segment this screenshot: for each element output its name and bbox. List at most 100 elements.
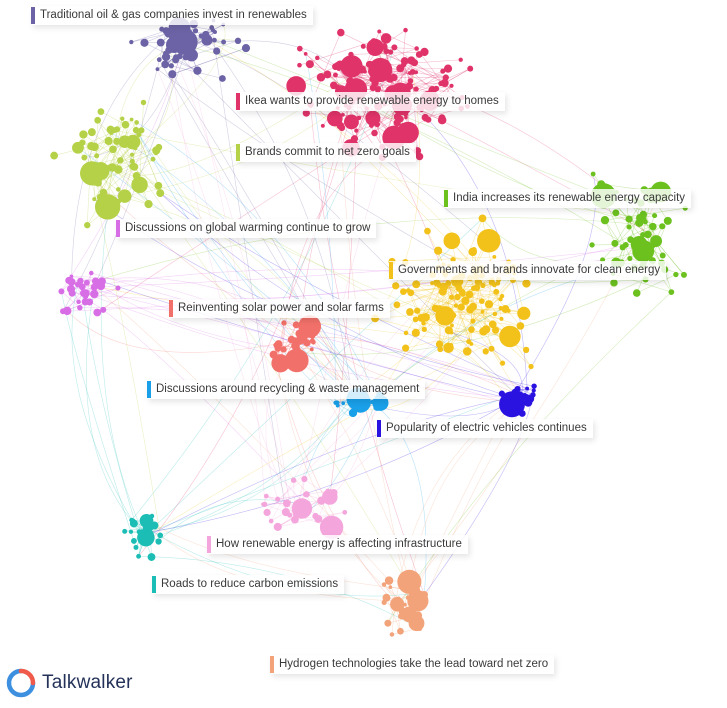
network-node[interactable] [491,326,500,334]
network-node[interactable] [384,576,394,585]
network-node[interactable] [365,110,381,126]
network-node[interactable] [292,321,300,329]
network-node[interactable] [132,126,140,134]
network-node[interactable] [58,288,65,295]
network-node[interactable] [212,37,217,43]
network-node[interactable] [369,75,376,83]
network-node[interactable] [449,83,454,88]
network-node[interactable] [393,301,401,309]
network-node[interactable] [155,538,162,545]
network-node[interactable] [241,44,251,53]
network-node[interactable] [450,257,456,263]
network-node[interactable] [410,59,419,67]
network-node[interactable] [88,270,94,276]
network-node[interactable] [590,171,596,177]
network-node[interactable] [128,529,134,534]
network-node[interactable] [62,306,72,316]
network-node[interactable] [404,115,408,120]
network-node[interactable] [458,288,466,296]
network-node[interactable] [369,110,374,115]
network-node[interactable] [116,198,122,204]
network-node[interactable] [263,493,269,499]
network-node[interactable] [106,125,115,134]
network-node[interactable] [371,129,378,137]
network-node[interactable] [363,69,367,74]
network-node[interactable] [470,318,476,324]
network-node[interactable] [140,99,147,106]
network-node[interactable] [335,403,340,408]
network-node[interactable] [420,591,428,599]
network-node[interactable] [498,306,503,311]
network-node[interactable] [424,227,431,235]
network-node[interactable] [290,477,297,483]
network-node[interactable] [443,64,453,73]
network-node[interactable] [397,627,404,635]
network-node[interactable] [115,187,121,192]
network-node[interactable] [491,282,498,288]
network-node[interactable] [403,602,407,607]
network-node[interactable] [287,500,291,505]
network-node[interactable] [381,582,387,587]
network-node[interactable] [263,508,271,517]
network-node[interactable] [435,306,455,326]
talkwalker-brand[interactable]: Talkwalker [6,668,133,698]
network-node[interactable] [643,230,652,239]
network-node[interactable] [192,28,199,34]
network-node[interactable] [402,344,410,352]
network-node[interactable] [414,307,421,314]
network-node[interactable] [406,308,414,316]
network-node[interactable] [81,289,90,298]
network-node[interactable] [478,298,485,305]
network-node[interactable] [136,132,142,138]
network-node[interactable] [281,508,290,517]
network-node[interactable] [164,29,173,38]
network-node[interactable] [91,277,100,285]
network-node[interactable] [323,70,332,79]
network-node[interactable] [381,64,388,71]
network-node[interactable] [157,532,164,539]
network-node[interactable] [94,179,100,186]
network-node[interactable] [650,239,659,248]
network-node[interactable] [430,281,435,286]
network-node[interactable] [673,271,679,278]
network-node[interactable] [131,176,148,194]
network-node[interactable] [407,289,415,297]
network-node[interactable] [165,46,173,54]
network-node[interactable] [438,287,447,296]
topic-label-hydrogen[interactable]: Hydrogen technologies take the lead towa… [270,655,555,674]
network-node[interactable] [146,203,152,208]
network-node[interactable] [333,72,338,78]
network-node[interactable] [156,57,162,63]
network-node[interactable] [274,340,283,349]
network-node[interactable] [391,44,398,51]
network-node[interactable] [77,304,83,311]
network-node[interactable] [153,151,158,156]
network-node[interactable] [113,137,121,145]
network-node[interactable] [523,398,533,407]
network-node[interactable] [474,278,482,286]
network-node[interactable] [380,33,392,44]
network-node[interactable] [87,142,96,151]
network-node[interactable] [438,114,446,122]
network-node[interactable] [117,157,124,164]
network-node[interactable] [129,152,135,157]
network-node[interactable] [531,388,536,393]
network-node[interactable] [499,360,506,366]
network-node[interactable] [291,337,299,344]
network-node[interactable] [436,282,443,289]
network-node[interactable] [492,311,498,317]
network-node[interactable] [467,65,474,72]
network-node[interactable] [480,282,486,289]
network-node[interactable] [104,136,113,146]
network-node[interactable] [134,120,139,125]
network-node[interactable] [450,323,454,328]
network-node[interactable] [370,38,377,45]
network-node[interactable] [99,188,108,197]
network-node[interactable] [94,153,100,159]
network-node[interactable] [278,360,286,368]
network-node[interactable] [209,25,215,30]
network-node[interactable] [309,338,315,344]
network-node[interactable] [168,70,177,79]
network-node[interactable] [521,309,528,316]
network-node[interactable] [632,240,655,262]
